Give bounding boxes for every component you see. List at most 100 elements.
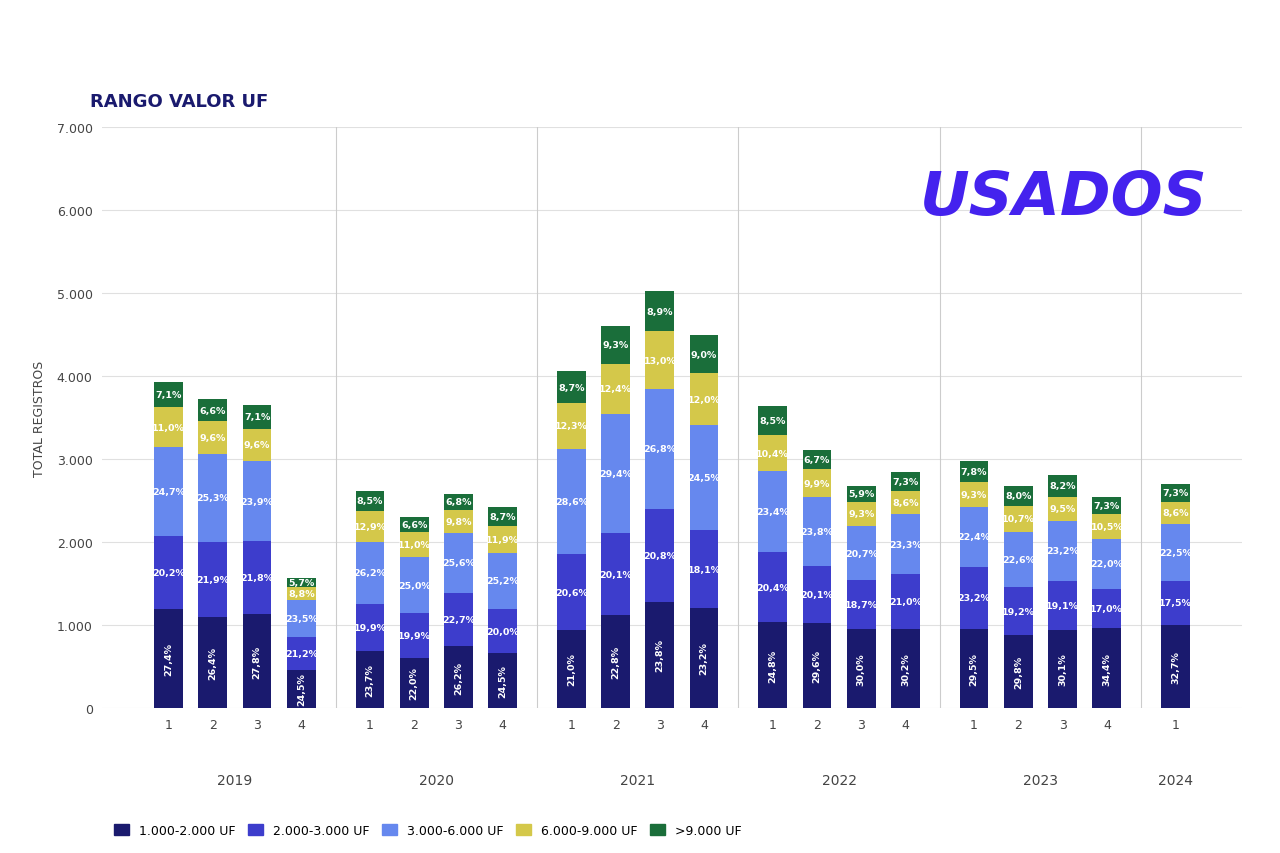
Text: 8,5%: 8,5%	[357, 496, 383, 506]
Text: 26,4%: 26,4%	[209, 646, 218, 679]
Text: 20,4%: 20,4%	[756, 583, 790, 592]
Bar	[557, 403, 586, 450]
Text: 9,6%: 9,6%	[244, 441, 270, 450]
Bar	[891, 575, 920, 630]
Text: 23,3%: 23,3%	[890, 540, 922, 549]
Text: 23,8%: 23,8%	[800, 527, 833, 537]
Bar	[960, 482, 988, 507]
Text: 23,8%: 23,8%	[655, 638, 664, 671]
Bar	[444, 495, 472, 510]
Text: 9,6%: 9,6%	[200, 434, 227, 443]
Bar	[287, 637, 316, 670]
Text: 7,3%: 7,3%	[1162, 489, 1189, 498]
Bar	[602, 415, 630, 534]
Bar	[960, 629, 988, 708]
Bar	[1048, 521, 1076, 581]
Bar	[847, 502, 876, 526]
Bar	[154, 537, 183, 609]
Bar	[198, 422, 228, 455]
Text: 8,7%: 8,7%	[489, 513, 516, 522]
Text: 12,3%: 12,3%	[554, 422, 588, 431]
Bar	[645, 602, 675, 708]
Text: 20,2%: 20,2%	[152, 568, 186, 577]
Bar	[690, 608, 718, 708]
Bar	[847, 630, 876, 708]
Bar	[602, 327, 630, 364]
Bar	[489, 653, 517, 708]
Text: 8,2%: 8,2%	[1050, 482, 1075, 490]
Bar	[356, 491, 384, 511]
Text: 27,4%: 27,4%	[164, 642, 173, 675]
Text: 26,2%: 26,2%	[353, 569, 387, 577]
Text: 29,6%: 29,6%	[813, 649, 822, 682]
Text: 8,8%: 8,8%	[288, 589, 315, 599]
Bar	[847, 486, 876, 502]
Text: 6,6%: 6,6%	[200, 406, 227, 415]
Text: 23,9%: 23,9%	[241, 497, 274, 506]
Text: 22,6%: 22,6%	[1002, 555, 1034, 565]
Text: 2023: 2023	[1023, 773, 1059, 786]
Text: 8,6%: 8,6%	[892, 498, 919, 508]
Text: 11,0%: 11,0%	[152, 423, 186, 432]
Bar	[891, 492, 920, 514]
Text: 29,4%: 29,4%	[599, 470, 632, 479]
Text: 24,8%: 24,8%	[768, 648, 777, 682]
Text: 11,0%: 11,0%	[398, 540, 430, 549]
Bar	[1004, 635, 1033, 708]
Text: 20,1%: 20,1%	[599, 570, 632, 579]
Bar	[154, 609, 183, 708]
Text: 21,8%: 21,8%	[241, 573, 274, 583]
Bar	[891, 473, 920, 492]
Text: 6,7%: 6,7%	[804, 456, 831, 465]
Text: 5,9%: 5,9%	[849, 490, 874, 499]
Bar	[803, 624, 831, 708]
Bar	[444, 594, 472, 647]
Bar	[891, 630, 920, 708]
Text: 17,0%: 17,0%	[1091, 605, 1124, 613]
Bar	[1092, 589, 1121, 629]
Bar	[1092, 629, 1121, 708]
Text: 7,1%: 7,1%	[244, 413, 270, 421]
Bar	[399, 613, 429, 659]
Text: 9,0%: 9,0%	[691, 351, 717, 359]
Text: 2019: 2019	[218, 773, 252, 786]
Bar	[287, 601, 316, 637]
Text: 25,3%: 25,3%	[196, 494, 229, 503]
Bar	[489, 554, 517, 609]
Text: 22,0%: 22,0%	[1091, 560, 1124, 569]
Text: 19,2%: 19,2%	[1002, 606, 1034, 616]
Legend: 1.000-2.000 UF, 2.000-3.000 UF, 3.000-6.000 UF, 6.000-9.000 UF, >9.000 UF: 1.000-2.000 UF, 2.000-3.000 UF, 3.000-6.…	[109, 819, 746, 842]
Bar	[489, 609, 517, 653]
Text: 9,5%: 9,5%	[1050, 505, 1075, 514]
Bar	[1048, 497, 1076, 521]
Y-axis label: TOTAL REGISTROS: TOTAL REGISTROS	[32, 360, 46, 476]
Bar	[960, 567, 988, 629]
Text: 24,5%: 24,5%	[498, 664, 507, 697]
Bar	[444, 647, 472, 708]
Bar	[690, 426, 718, 531]
Text: 20,1%: 20,1%	[800, 590, 833, 599]
Bar	[1092, 539, 1121, 589]
Text: 29,5%: 29,5%	[969, 652, 979, 685]
Bar	[645, 332, 675, 390]
Text: 19,1%: 19,1%	[1046, 601, 1079, 610]
Text: 34,4%: 34,4%	[1102, 652, 1111, 685]
Text: 19,9%: 19,9%	[353, 624, 387, 632]
Bar	[489, 508, 517, 527]
Bar	[602, 364, 630, 415]
Bar	[356, 604, 384, 652]
Bar	[198, 455, 228, 542]
Bar	[1161, 502, 1190, 525]
Bar	[356, 511, 384, 542]
Bar	[557, 630, 586, 708]
Text: 7,3%: 7,3%	[892, 478, 919, 487]
Text: 8,9%: 8,9%	[646, 307, 673, 316]
Text: 21,0%: 21,0%	[567, 653, 576, 686]
Text: 6,6%: 6,6%	[401, 520, 428, 530]
Bar	[645, 509, 675, 602]
Text: 21,9%: 21,9%	[196, 575, 229, 584]
Text: 12,9%: 12,9%	[353, 522, 387, 531]
Text: 25,6%: 25,6%	[442, 559, 475, 568]
Bar	[690, 374, 718, 426]
Text: 8,5%: 8,5%	[759, 416, 786, 426]
